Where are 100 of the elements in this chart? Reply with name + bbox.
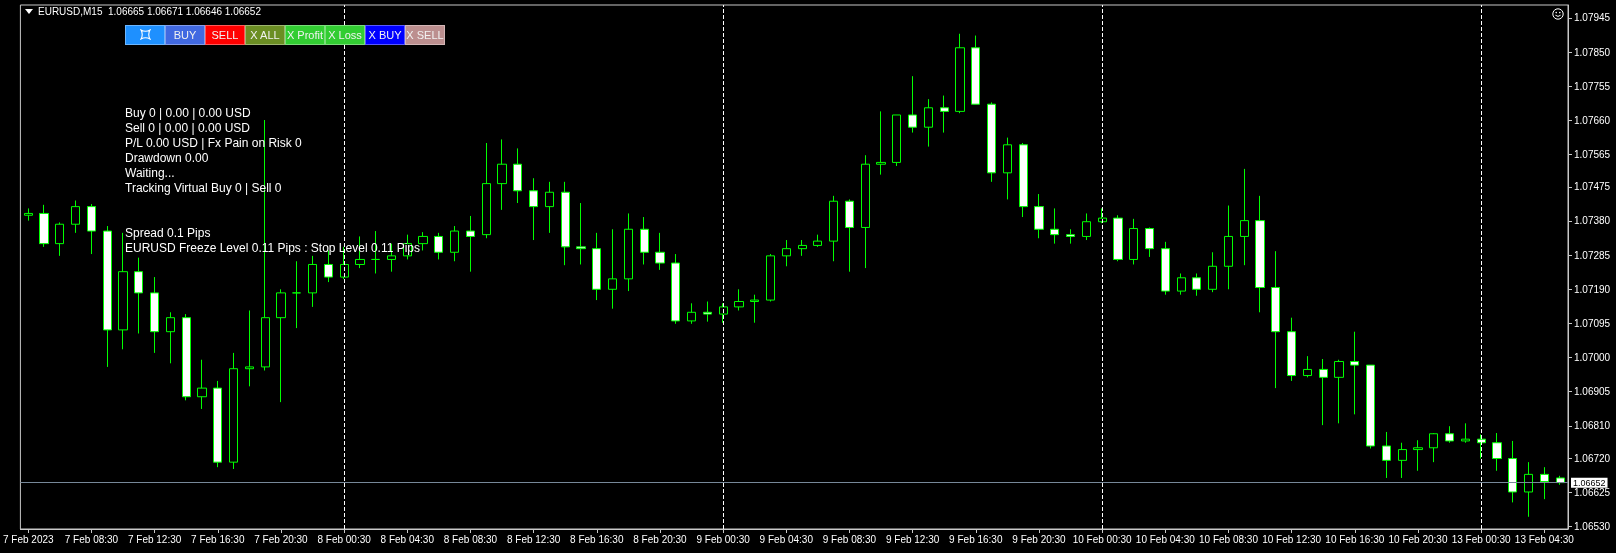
candlestick: [1113, 214, 1123, 262]
x-tick-label: 8 Feb 12:30: [506, 533, 561, 545]
candlestick: [813, 234, 822, 248]
x-tick-label: 7 Feb 16:30: [191, 533, 245, 545]
y-tick-label: 1.07285: [1574, 249, 1611, 261]
candlestick: [87, 203, 96, 255]
candlestick: [829, 195, 838, 262]
candlestick: [1129, 218, 1138, 265]
candlestick: [1034, 193, 1044, 239]
ref-line-label: 1.06652: [1573, 477, 1606, 488]
x-tick-label: 10 Feb 04:30: [1135, 533, 1196, 545]
candlestick: [1050, 207, 1059, 245]
candlestick: [750, 294, 759, 324]
x-tick-label: 8 Feb 16:30: [570, 533, 624, 545]
candlestick: [1508, 440, 1517, 503]
x-tick-label: 7 Feb 08:30: [64, 533, 119, 545]
candlestick: [1492, 432, 1502, 472]
candlestick: [1445, 425, 1454, 444]
candlestick: [1177, 272, 1186, 296]
candlestick: [418, 231, 428, 251]
y-tick-label: 1.06530: [1574, 520, 1611, 532]
candlestick: [1255, 195, 1265, 313]
candlestick: [182, 313, 191, 401]
candlestick: [1540, 466, 1549, 500]
candlestick: [1413, 439, 1423, 472]
candlestick: [782, 239, 791, 267]
y-tick-label: 1.07380: [1574, 215, 1611, 227]
y-tick-label: 1.07095: [1574, 317, 1611, 329]
candlestick: [1208, 251, 1217, 293]
x-tick-label: 9 Feb 16:30: [949, 533, 1003, 545]
y-tick-label: 1.07945: [1574, 12, 1611, 24]
candlestick: [150, 276, 159, 354]
x-tick-label: 9 Feb 08:30: [822, 533, 877, 545]
candlestick: [592, 232, 601, 301]
candlestick: [640, 216, 649, 265]
candlestick: [1334, 359, 1344, 424]
candlestick: [1319, 358, 1328, 426]
annotation: Buy 0 | 0.00 | 0.00 USD: [125, 106, 251, 121]
candlestick: [655, 232, 665, 271]
candlestick: [1192, 272, 1201, 297]
candlestick: [1019, 142, 1028, 218]
x-tick-label: 13 Feb 04:30: [1514, 533, 1575, 545]
candlestick: [134, 257, 143, 334]
x-tick-label: 8 Feb 08:30: [443, 533, 498, 545]
candlestick: [292, 260, 301, 329]
candlestick: [1145, 226, 1154, 258]
x-tick-label: 10 Feb 16:30: [1325, 533, 1385, 545]
x-tick-label: 8 Feb 04:30: [380, 533, 435, 545]
candlestick: [987, 101, 996, 183]
button: X Loss: [325, 25, 365, 45]
button: X SELL: [405, 25, 445, 45]
candlestick: [1287, 317, 1296, 382]
candlestick: [529, 177, 538, 241]
candlestick: [482, 142, 491, 239]
candlestick: [608, 228, 617, 310]
candlestick: [719, 302, 728, 324]
button: X BUY: [365, 25, 405, 45]
x-tick-label: 13 Feb 00:30: [1451, 533, 1512, 545]
candlestick: [1003, 137, 1012, 200]
x-tick-label: 8 Feb 00:30: [317, 533, 372, 545]
candlestick: [497, 138, 507, 211]
button: X Profit: [285, 25, 325, 45]
candlestick: [1303, 355, 1312, 378]
y-tick-label: 1.07850: [1574, 46, 1611, 58]
candlestick: [671, 253, 680, 325]
candlestick: [276, 288, 286, 403]
candlestick: [1098, 207, 1107, 224]
candlestick: [845, 198, 854, 273]
candlestick: [703, 301, 712, 323]
button: X ALL: [245, 25, 285, 45]
annotation: Sell 0 | 0.00 | 0.00 USD: [125, 121, 250, 136]
chart-title: EURUSD,M15 1.06665 1.06671 1.06646 1.06652: [38, 6, 261, 18]
y-tick-label: 1.07000: [1574, 352, 1611, 364]
x-tick-label: 8 Feb 20:30: [633, 533, 688, 545]
x-tick-label: 9 Feb 04:30: [759, 533, 814, 545]
x-tick-label: 10 Feb 08:30: [1199, 533, 1259, 545]
y-tick-label: 1.06905: [1574, 386, 1611, 398]
candlestick: [1066, 228, 1075, 245]
x-tick-label: 9 Feb 20:30: [1012, 533, 1067, 545]
candlestick: [940, 95, 949, 134]
candlestick: [1082, 212, 1091, 241]
candlestick: [1240, 168, 1249, 266]
x-tick-label: 7 Feb 20:30: [254, 533, 309, 545]
candlestick: [1224, 205, 1233, 290]
candlestick: [924, 98, 933, 148]
candlestick: [545, 181, 554, 234]
candlestick: [1350, 331, 1359, 415]
y-tick-label: 1.07190: [1574, 283, 1611, 295]
candlestick: [766, 253, 775, 302]
y-tick-label: 1.06720: [1574, 452, 1611, 464]
x-tick-label: 7 Feb 12:30: [127, 533, 182, 545]
candlestick: [513, 147, 522, 204]
candlestick: [39, 204, 49, 248]
x-tick-label: 9 Feb 12:30: [885, 533, 940, 545]
candlestick: [624, 212, 633, 292]
candlestick: [308, 255, 317, 308]
candlestick: [166, 311, 175, 364]
x-tick-label: 10 Feb 12:30: [1262, 533, 1322, 545]
candlestick: [1271, 250, 1280, 389]
y-tick-label: 1.07565: [1574, 149, 1611, 161]
